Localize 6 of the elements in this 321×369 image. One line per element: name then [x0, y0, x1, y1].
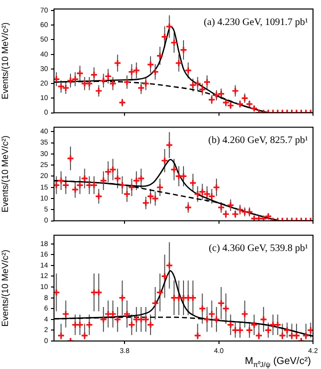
- y-axis-title: Events/(10 MeV/c²): [0, 250, 10, 327]
- y-axis-title: Events/(10 MeV/c²): [0, 135, 10, 213]
- annotation: (c) 4.360 GeV, 539.8 pb¹: [208, 243, 308, 254]
- y-axis-title: Events/(10 MeV/c²): [0, 22, 10, 100]
- annotation: (b) 4.260 GeV, 825.7 pb¹: [208, 135, 308, 146]
- annotation: (a) 4.230 GeV, 1091.7 pb¹: [204, 17, 308, 28]
